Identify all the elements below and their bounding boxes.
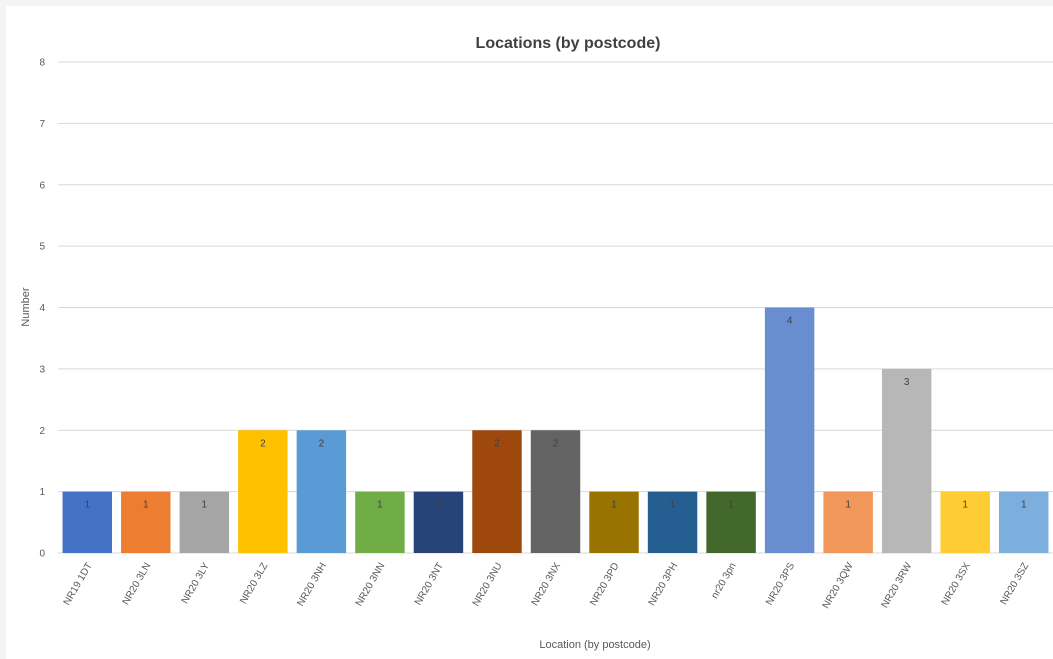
y-tick-label: 1 [39, 487, 45, 498]
x-tick-label: NR20 3NU [471, 561, 505, 608]
bar [355, 491, 405, 553]
y-axis-ticks: 0 1 2 3 4 5 6 7 8 [39, 58, 45, 560]
bar [940, 491, 990, 553]
bar [706, 491, 756, 553]
x-tick-label: nr20 3pn [709, 561, 738, 601]
x-tick-label: NR20 3SX [940, 561, 973, 608]
x-tick-label: NR20 3NH [295, 561, 329, 608]
x-axis-title: Location (by postcode) [539, 639, 650, 651]
bar-data-label: 1 [143, 500, 149, 511]
x-tick-label: NR20 3LN [121, 561, 154, 607]
bar-data-label: 4 [787, 316, 793, 327]
bars: 1 1 1 2 2 1 1 2 2 1 1 1 4 1 3 1 1 [62, 307, 1049, 553]
bar-data-label: 2 [260, 438, 266, 449]
x-tick-label: NR19 1DT [62, 561, 95, 607]
x-tick-label: NR20 3NN [354, 561, 388, 608]
bar [62, 491, 112, 553]
bar-data-label: 1 [845, 500, 851, 511]
x-tick-label: NR20 3LY [180, 561, 212, 606]
bar-data-label: 1 [202, 500, 208, 511]
y-tick-label: 5 [39, 242, 45, 253]
x-tick-label: NR20 3SZ [998, 561, 1031, 607]
bar [530, 430, 581, 553]
bar [238, 430, 288, 553]
bar-data-label: 1 [611, 500, 617, 511]
y-axis-title: Number [20, 287, 32, 326]
bar-data-label: 2 [319, 438, 325, 449]
bar [413, 491, 464, 553]
bar-data-label: 1 [1021, 500, 1027, 511]
x-tick-label: NR20 3QW [821, 561, 856, 611]
y-tick-label: 3 [39, 364, 45, 375]
bar [179, 491, 230, 553]
y-tick-label: 8 [39, 58, 45, 69]
x-tick-label: NR20 3RW [880, 561, 915, 611]
bar [647, 491, 698, 553]
bar-data-label: 3 [904, 377, 910, 388]
bar-data-label: 1 [84, 500, 90, 511]
x-axis-ticks: NR19 1DT NR20 3LN NR20 3LY NR20 3LZ NR20 3NH… [62, 561, 1032, 611]
bar [881, 368, 932, 553]
bar-data-label: 1 [670, 500, 676, 511]
y-tick-label: 4 [39, 303, 45, 314]
bar [296, 430, 347, 553]
x-tick-label: NR20 3LZ [238, 561, 270, 606]
x-tick-label: NR20 3PD [588, 561, 621, 608]
bar [823, 491, 873, 553]
x-tick-label: NR20 3PH [647, 561, 680, 608]
bar [764, 307, 815, 553]
bar [121, 491, 171, 553]
y-tick-label: 0 [39, 549, 45, 560]
bar [472, 430, 522, 553]
bar [999, 491, 1049, 553]
y-tick-label: 6 [39, 180, 45, 191]
bar-data-label: 1 [436, 500, 442, 511]
y-tick-label: 2 [39, 426, 45, 437]
x-tick-label: NR20 3PS [764, 561, 797, 608]
bar-data-label: 1 [962, 500, 968, 511]
bar-data-label: 1 [377, 500, 383, 511]
chart-title: Locations (by postcode) [476, 35, 661, 52]
x-tick-label: NR20 3NT [413, 561, 446, 607]
bar-data-label: 2 [494, 438, 500, 449]
bar-data-label: 2 [553, 438, 559, 449]
bar-data-label: 1 [728, 500, 734, 511]
y-tick-label: 7 [39, 119, 45, 130]
x-tick-label: NR20 3NX [530, 561, 564, 608]
bar [589, 491, 639, 553]
